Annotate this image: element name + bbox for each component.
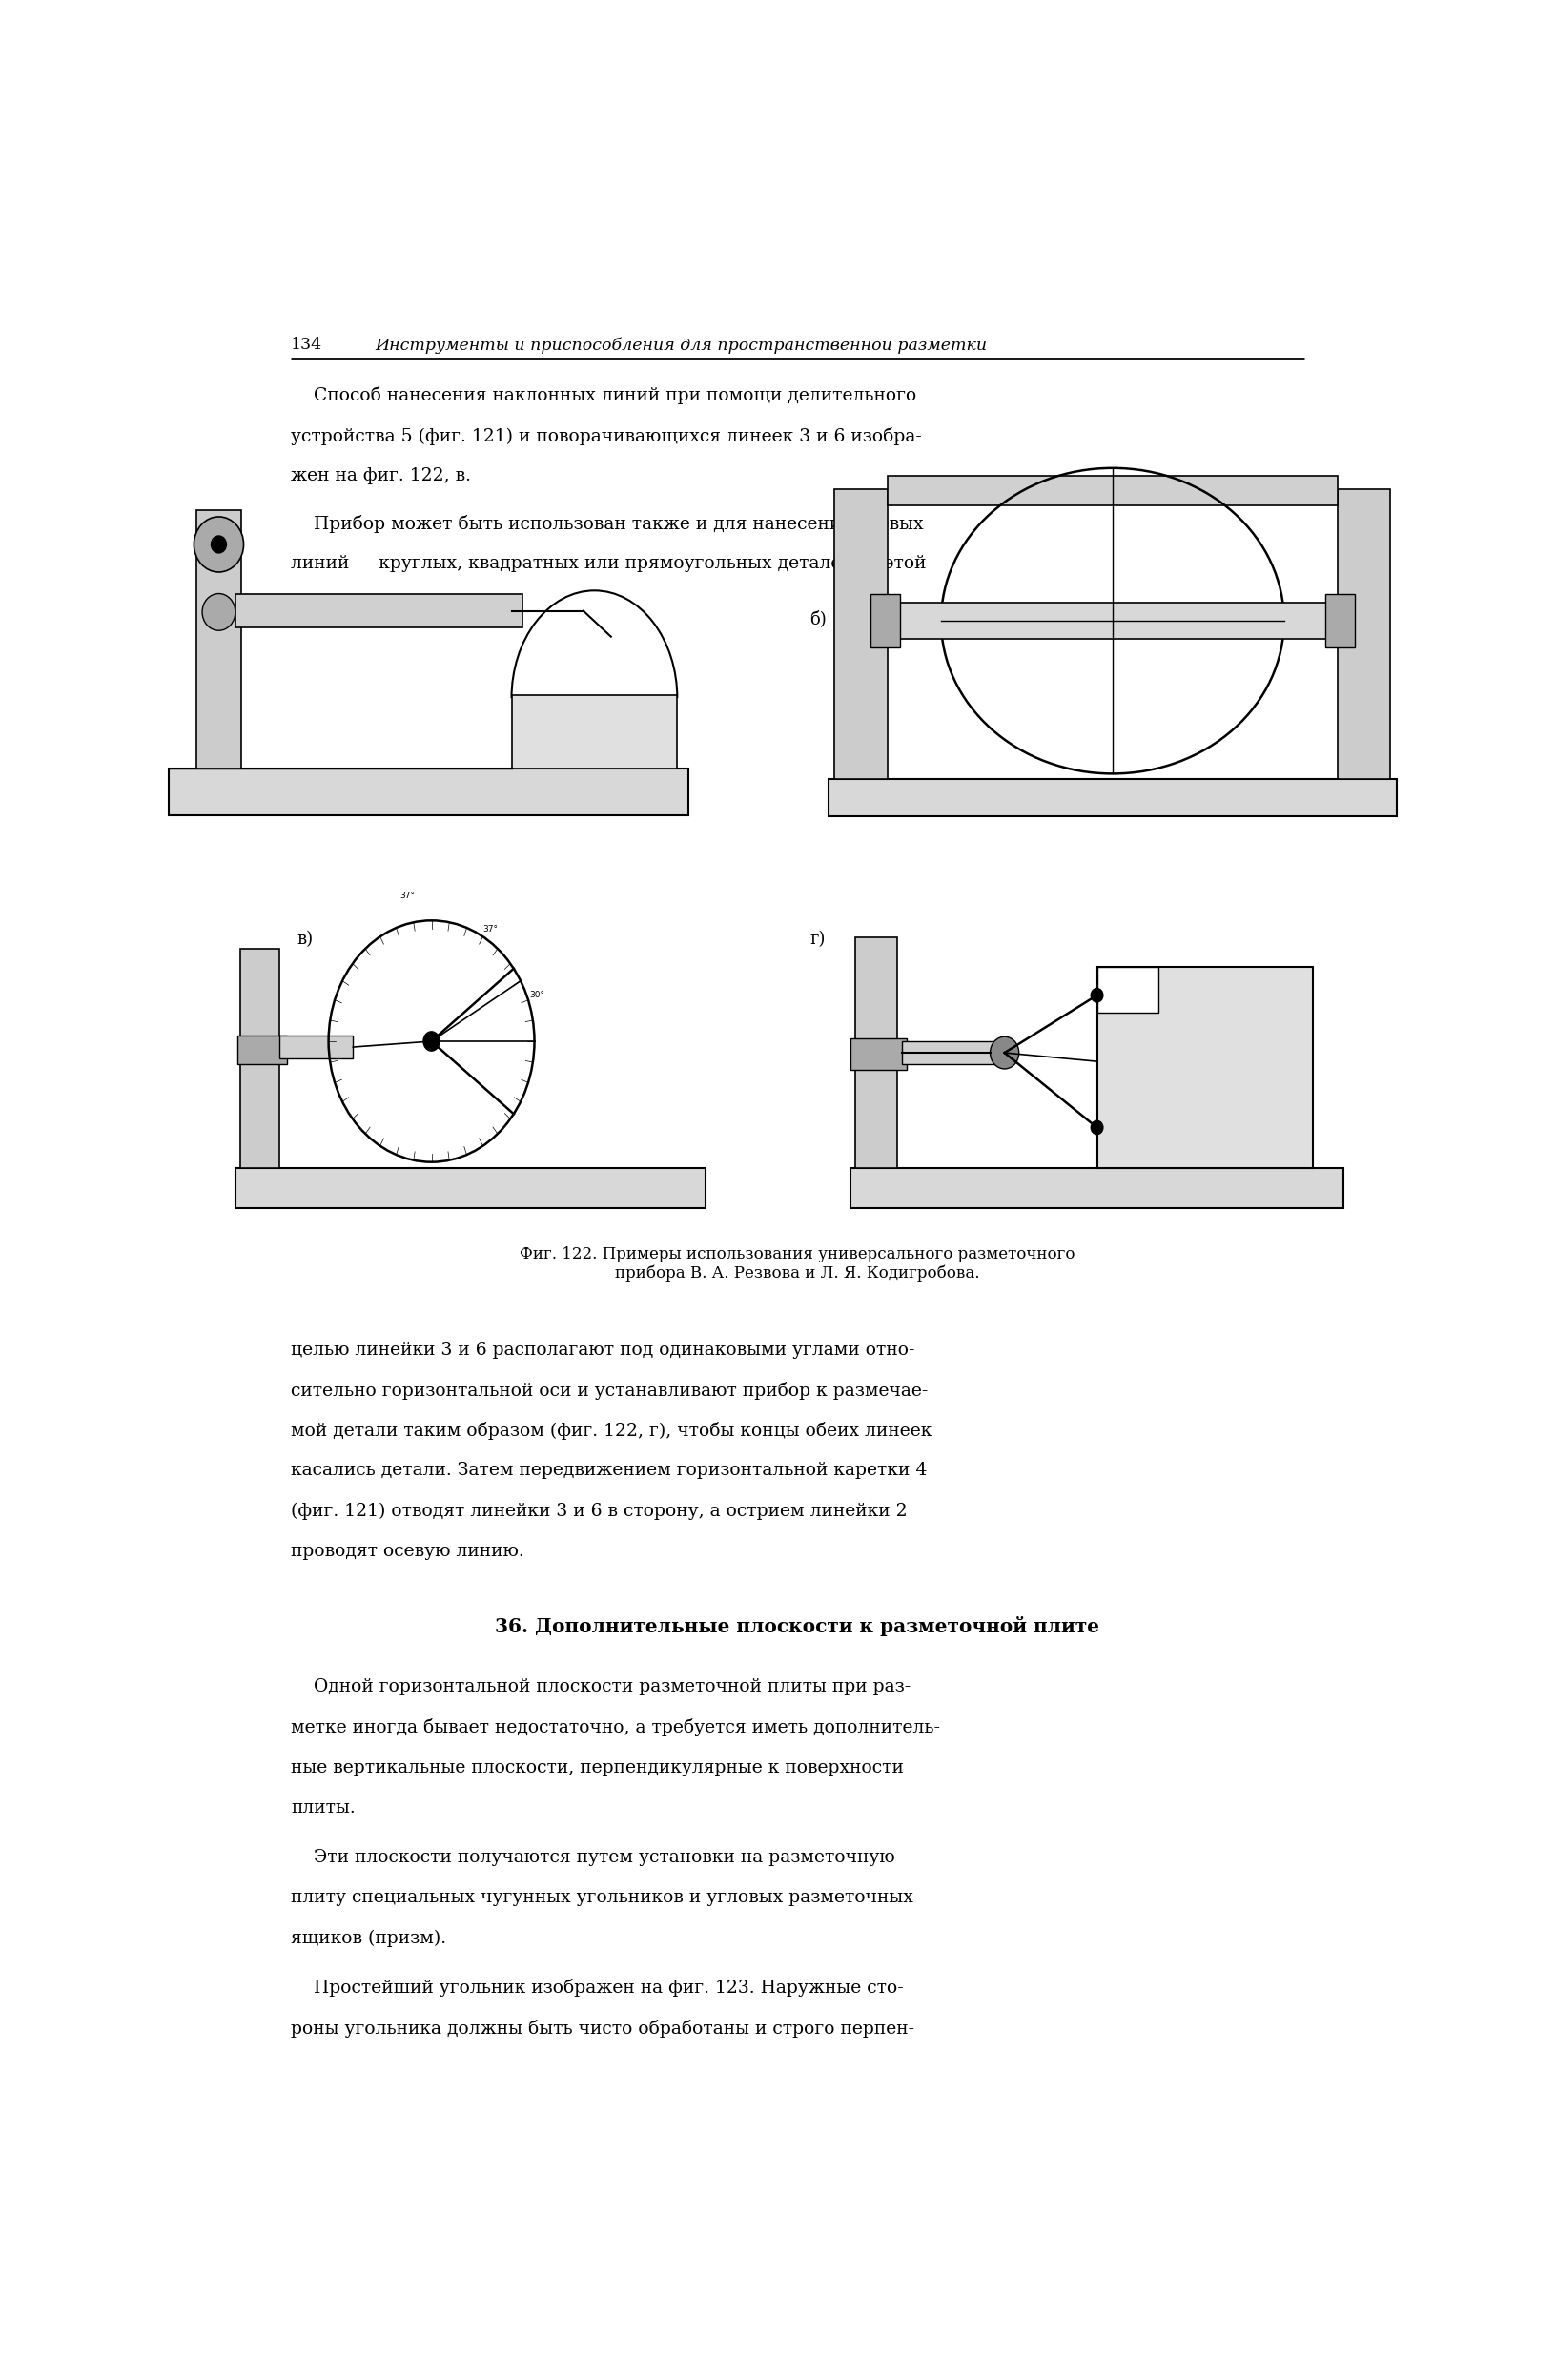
- Bar: [829, 778, 1396, 816]
- Bar: [512, 695, 677, 769]
- Bar: [902, 1042, 1005, 1064]
- Text: Простейший угольник изображен на фиг. 123. Наружные сто-: Простейший угольник изображен на фиг. 12…: [291, 1978, 904, 1997]
- Bar: [888, 602, 1337, 640]
- Circle shape: [202, 593, 235, 631]
- Text: ящиков (призм).: ящиков (призм).: [291, 1930, 447, 1947]
- Text: 37°: 37°: [400, 892, 414, 900]
- Text: 30°: 30°: [529, 990, 545, 1000]
- Circle shape: [1091, 988, 1103, 1002]
- Bar: [170, 769, 688, 814]
- Bar: [1326, 595, 1355, 647]
- Bar: [1337, 490, 1391, 778]
- Text: Одной горизонтальной плоскости разметочной плиты при раз-: Одной горизонтальной плоскости разметочн…: [291, 1678, 910, 1695]
- Bar: [1097, 966, 1313, 1169]
- Text: сительно горизонтальной оси и устанавливают прибор к размечае-: сительно горизонтальной оси и устанавлив…: [291, 1380, 929, 1399]
- Text: метке иногда бывает недостаточно, а требуется иметь дополнитель-: метке иногда бывает недостаточно, а треб…: [291, 1718, 940, 1737]
- Text: (фиг. 121) отводят линейки 3 и 6 в сторону, а острием линейки 2: (фиг. 121) отводят линейки 3 и 6 в сторо…: [291, 1502, 907, 1521]
- Text: проводят осевую линию.: проводят осевую линию.: [291, 1542, 524, 1559]
- Text: плиты.: плиты.: [291, 1799, 356, 1816]
- Circle shape: [1102, 612, 1123, 631]
- Text: касались детали. Затем передвижением горизонтальной каретки 4: касались детали. Затем передвижением гор…: [291, 1461, 927, 1480]
- Bar: [888, 476, 1337, 505]
- Text: линий — круглых, квадратных или прямоугольных деталей. С этой: линий — круглых, квадратных или прямоуго…: [291, 555, 926, 571]
- Circle shape: [194, 516, 244, 571]
- Bar: [235, 1169, 706, 1209]
- Text: целью линейки 3 и 6 располагают под одинаковыми углами отно-: целью линейки 3 и 6 располагают под один…: [291, 1342, 915, 1359]
- Text: роны угольника должны быть чисто обработаны и строго перпен-: роны угольника должны быть чисто обработ…: [291, 2018, 915, 2037]
- Bar: [851, 1038, 907, 1071]
- Text: плиту специальных чугунных угольников и угловых разметочных: плиту специальных чугунных угольников и …: [291, 1890, 913, 1906]
- Circle shape: [990, 1038, 1019, 1069]
- Text: 37°: 37°: [482, 926, 498, 933]
- Circle shape: [1091, 1121, 1103, 1135]
- Bar: [851, 1169, 1343, 1209]
- Circle shape: [210, 536, 227, 555]
- Bar: [238, 1035, 286, 1064]
- Bar: [235, 593, 523, 628]
- Text: г): г): [809, 931, 825, 947]
- Circle shape: [423, 1031, 440, 1052]
- Bar: [196, 512, 241, 769]
- Text: жен на фиг. 122, в.: жен на фиг. 122, в.: [291, 466, 471, 483]
- Text: Инструменты и приспособления для пространственной разметки: Инструменты и приспособления для простра…: [375, 338, 988, 355]
- Text: Способ нанесения наклонных линий при помощи делительного: Способ нанесения наклонных линий при пом…: [291, 386, 916, 405]
- Bar: [834, 490, 888, 778]
- Bar: [280, 1035, 353, 1059]
- Bar: [240, 950, 280, 1169]
- Text: ные вертикальные плоскости, перпендикулярные к поверхности: ные вертикальные плоскости, перпендикуля…: [291, 1759, 904, 1775]
- Text: Фиг. 122. Примеры использования универсального разметочного
прибора В. А. Резвов: Фиг. 122. Примеры использования универса…: [520, 1245, 1075, 1280]
- Text: мой детали таким образом (фиг. 122, г), чтобы концы обеих линеек: мой детали таким образом (фиг. 122, г), …: [291, 1421, 932, 1440]
- Text: в): в): [297, 931, 313, 947]
- Text: 36. Дополнительные плоскости к разметочной плите: 36. Дополнительные плоскости к разметочн…: [495, 1616, 1100, 1635]
- Bar: [1097, 966, 1159, 1012]
- Text: 134: 134: [291, 338, 322, 352]
- Text: а): а): [297, 609, 314, 628]
- Bar: [856, 938, 896, 1169]
- Bar: [870, 595, 899, 647]
- Text: б): б): [809, 609, 826, 628]
- Text: устройства 5 (фиг. 121) и поворачивающихся линеек 3 и 6 изобра-: устройства 5 (фиг. 121) и поворачивающих…: [291, 426, 923, 445]
- Text: Эти плоскости получаются путем установки на разметочную: Эти плоскости получаются путем установки…: [291, 1849, 895, 1866]
- Text: Прибор может быть использован также и для нанесения осевых: Прибор может быть использован также и дл…: [291, 514, 924, 533]
